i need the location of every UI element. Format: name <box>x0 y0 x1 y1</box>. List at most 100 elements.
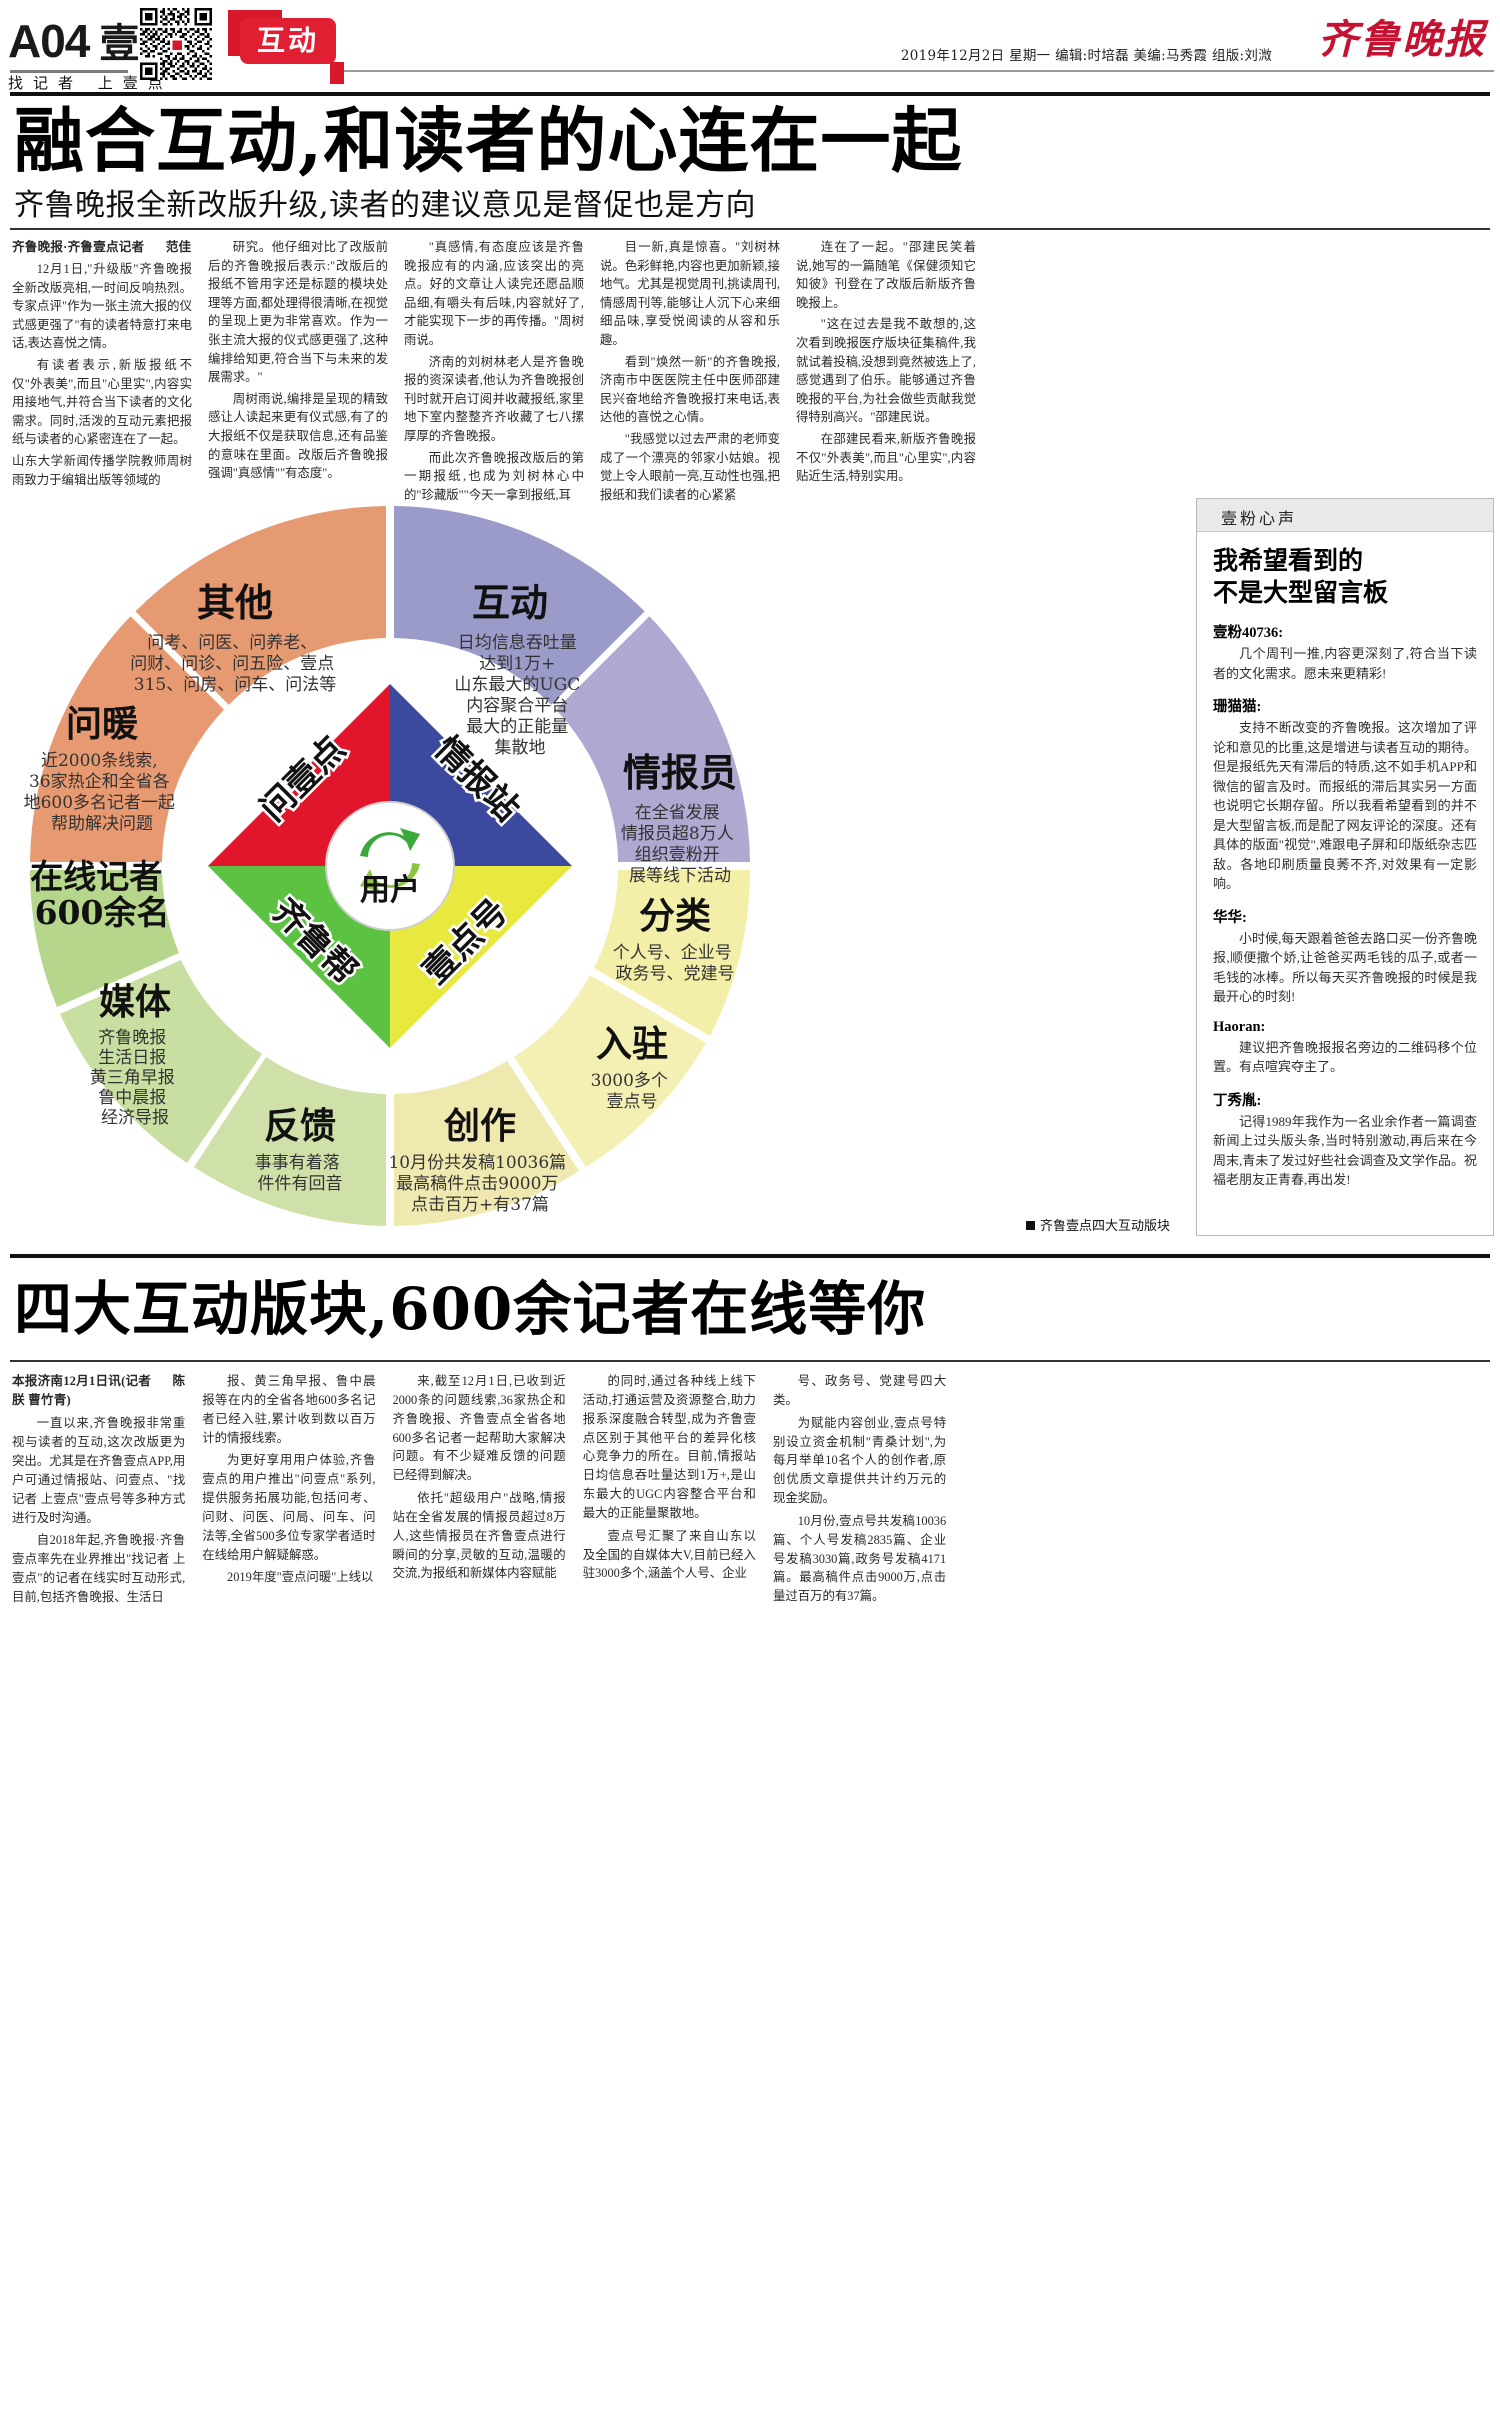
infographic-svg: 问壹点 情报站 壹点号 齐鲁帮 用户 其他 <box>24 506 751 1226</box>
page-title: 融合互动,和读者的心连在一起 <box>14 99 963 182</box>
ring-label-反馈: 反馈 <box>264 1105 336 1147</box>
paragraph: 壹点号汇聚了来自山东以及全国的自媒体大V,目前已经入驻3000多个,涵盖个人号、… <box>582 1528 756 1581</box>
paragraph: 目一新,真是惊喜。"刘树林说。色彩鲜艳,内容也更加新颖,接地气。尤其是视觉周刊,… <box>600 240 780 348</box>
segment-其他[interactable] <box>135 506 386 705</box>
byline-source: 本报济南12月1日讯(记者 <box>12 1374 152 1388</box>
paragraph: "我感觉以过去严肃的老师变成了一个漂亮的邻家小姑娘。视觉上令人眼前一亮,互动性也… <box>600 432 780 502</box>
paragraph: 依托"超级用户"战略,情报站在全省发展的情报员超过8万人,这些情报员在齐鲁壹点进… <box>392 1491 566 1581</box>
paragraph: 连在了一起。"邵建民笑着说,她写的一篇随笔《保健须知它知彼》刊登在了改版后新版齐… <box>796 240 976 310</box>
ring-sub-入驻: 3000多个 壹点号 <box>591 1071 674 1112</box>
segment-媒体[interactable] <box>60 960 262 1163</box>
paragraph: 12月1日,"升级版"齐鲁晚报全新改版亮相,一时间反响热烈。专家点评"作为一张主… <box>12 261 192 351</box>
reader-name: 壹粉40736: <box>1213 625 1284 641</box>
sidebar-title-line1: 我希望看到的 <box>1213 546 1364 575</box>
paragraph: 周树雨说,编排是呈现的精致感让人读起来更有仪式感,有了的大报纸不仅是获取信息,还… <box>208 391 388 481</box>
segment-情报员[interactable] <box>556 616 750 862</box>
ring-sub-创作: 10月份共发稿10036篇 最高稿件点击9000万 点击百万+有37篇 <box>388 1153 571 1215</box>
paragraph: 10月份,壹点号共发稿10036篇、个人号发稿2835篇、企业号发稿3030篇,… <box>772 1513 947 1604</box>
article-column: 连在了一起。"邵建民笑着说,她写的一篇随笔《保健须知它知彼》刊登在了改版后新版齐… <box>796 238 976 483</box>
masthead-underline <box>10 70 128 73</box>
sidebar-body: 我希望看到的 不是大型留言板 壹粉40736: 几个周刊一推,内容更深刻了,符合… <box>1197 531 1493 1235</box>
segment-反馈[interactable] <box>194 1057 386 1226</box>
ring-label-创作: 创作 <box>444 1105 516 1147</box>
paragraph: 为赋能内容创业,壹点号特别设立资金机制"青桑计划",为每月举单10名个人的创作者… <box>772 1415 947 1506</box>
center-label: 用户 <box>360 873 420 908</box>
paragraph: 研究。他仔细对比了改版前后的齐鲁晚报后表示:"改版后的报纸不管用字还是标题的模块… <box>208 240 388 385</box>
ring-sub-问暖: 近2000条线索, 36家热企和全省各 地600多名记者一起 帮助解决问题 <box>24 751 181 834</box>
reader-name: 珊猫猫: <box>1213 699 1262 715</box>
bottom-rule <box>10 1254 1490 1258</box>
section-tag-label: 互动 <box>256 24 319 57</box>
ring-sub-其他: 问考、问医、问养老、 问财、问诊、问五险、壹点 315、问房、问车、问法等 <box>130 633 339 695</box>
article-column: "真感情,有态度应该是齐鲁晚报应有的内涵,应该突出的亮点。好的文章让人读完还愿品… <box>404 238 584 502</box>
ring-label-情报员: 情报员 <box>623 750 737 795</box>
segment-问暖[interactable] <box>30 616 224 862</box>
ring-label-入驻: 入驻 <box>596 1023 668 1065</box>
newspaper-logo: 齐鲁晚报 <box>1318 16 1486 63</box>
qr-code-icon[interactable] <box>140 8 212 80</box>
paragraph: 在邵建民看来,新版齐鲁晚报不仅"外表美",而且"心里实",内容贴近生活,特别实用… <box>796 432 976 484</box>
reader-text: 记得1989年我作为一名业余作者一篇调查新闻上过头版头条,当时特别激动,再后来在… <box>1213 1113 1477 1188</box>
ring-sub-反馈: 事事有着落 件件有回音 <box>255 1153 345 1194</box>
reader-text: 支持不断改变的齐鲁晚报。这次增加了评论和意见的比重,这是增进与读者互动的期待。但… <box>1213 720 1477 891</box>
paragraph: 来,截至12月1日,已收到近2000条的问题线索,36家热企和齐鲁晚报、齐鲁壹点… <box>392 1374 566 1483</box>
reader-comment: 华华: 小时候,每天跟着爸爸去路口买一份齐鲁晚报,顺便撒个娇,让爸爸买两毛钱的瓜… <box>1213 906 1477 1007</box>
infographic: 问壹点 情报站 壹点号 齐鲁帮 用户 其他 <box>10 492 1180 1240</box>
paragraph: 2019年度"壹点问暖"上线以 <box>227 1570 374 1585</box>
masthead-meta: 2019年12月2日 星期一 编辑:时培磊 美编:马秀霞 组版:刘溦 <box>900 48 1272 64</box>
segment-创作[interactable] <box>394 1061 579 1226</box>
ring-label-互动: 互动 <box>472 580 548 625</box>
sidebar-tab[interactable]: 壹粉心声 <box>1197 499 1493 532</box>
segment-分类[interactable] <box>594 870 751 1036</box>
reader-comment: 珊猫猫: 支持不断改变的齐鲁晚报。这次增加了评论和意见的比重,这是增进与读者互动… <box>1213 695 1477 894</box>
infographic-caption: 齐鲁壹点四大互动版块 <box>1025 1215 1170 1234</box>
byline-source: 齐鲁晚报·齐鲁壹点记者 <box>12 240 145 254</box>
paragraph: 济南的刘树林老人是齐鲁晚报的资深读者,他认为齐鲁晚报创刊时就开启订阅并收藏报纸,… <box>404 354 584 444</box>
ring-label-其他: 其他 <box>197 580 273 625</box>
segment-入驻[interactable] <box>514 975 706 1167</box>
sidebar-tab-label: 壹粉心声 <box>1221 509 1298 528</box>
segment-在线记者[interactable] <box>29 870 179 1007</box>
masthead-rule <box>344 70 1494 72</box>
article-column: 齐鲁晚报·齐鲁壹点记者 范佳 12月1日,"升级版"齐鲁晚报全新改版亮相,一时间… <box>12 238 192 487</box>
ring-label-分类: 分类 <box>639 895 711 937</box>
headline-block: 融合互动,和读者的心连在一起 齐鲁晚报全新改版升级,读者的建议意见是督促也是方向 <box>14 104 1484 224</box>
ring-label-在线记者: 在线记者 600余名 <box>30 857 174 932</box>
article-column: 来,截至12月1日,已收到近2000条的问题线索,36家热企和齐鲁晚报、齐鲁壹点… <box>392 1372 565 2402</box>
article-column <box>1324 1372 1488 2402</box>
reader-text: 建议把齐鲁晚报报名旁边的二维码移个位置。有点喧宾夺主了。 <box>1213 1039 1477 1075</box>
article-column: 本报济南12月1日讯(记者 陈朕 曹竹青) 一直以来,齐鲁晚报非常重视与读者的互… <box>12 1372 185 2402</box>
segment-互动[interactable] <box>394 506 645 705</box>
article-column: 报、黄三角早报、鲁中晨报等在内的全省各地600多名记者已经入驻,累计收到数以百万… <box>202 1372 375 2402</box>
top-rule <box>10 92 1490 96</box>
paragraph: 而此次齐鲁晚报改版后的第一期报纸,也成为刘树林心中的"珍藏版""今天一拿到报纸,… <box>404 450 584 502</box>
headline-rule <box>10 228 1490 230</box>
sidebar-title-line2: 不是大型留言板 <box>1213 578 1389 607</box>
ring-label-媒体: 媒体 <box>99 981 171 1023</box>
reader-comment: Haoran: 建议把齐鲁晚报报名旁边的二维码移个位置。有点喧宾夺主了。 <box>1213 1019 1477 1077</box>
article-column <box>1144 1372 1308 2402</box>
ring-sub-情报员: 在全省发展 情报员超8万人 组织壹粉开 展等线下活动 <box>621 803 739 886</box>
reader-comment: 壹粉40736: 几个周刊一推,内容更深刻了,符合当下读者的文化需求。愿未来更精… <box>1213 621 1477 683</box>
article-column: 研究。他仔细对比了改版前后的齐鲁晚报后表示:"改版后的报纸不管用字还是标题的模块… <box>208 238 388 480</box>
top-article-columns: 齐鲁晚报·齐鲁壹点记者 范佳 12月1日,"升级版"齐鲁晚报全新改版亮相,一时间… <box>12 238 1182 502</box>
recycle-arrows-icon <box>360 828 420 892</box>
article-byline: 齐鲁晚报·齐鲁壹点记者 范佳 <box>12 238 192 257</box>
byline-reporter: 范佳 <box>165 240 192 254</box>
article-column <box>963 1372 1127 2402</box>
paragraph: "这在过去是我不敢想的,这次看到晚报医疗版块征集稿件,我就试着投稿,没想到竟然被… <box>796 317 976 425</box>
red-corner-left <box>228 10 242 56</box>
reader-name: 丁秀胤: <box>1213 1092 1262 1109</box>
section-tag-badge: 互动 <box>240 18 336 64</box>
ring-sub-分类: 个人号、企业号 政务号、党建号 <box>613 943 737 984</box>
ring-sub-媒体: 齐鲁晚报 生活日报 黄三角早报 鲁中晨报 经济导报 <box>90 1028 180 1128</box>
bottom-headline-rule <box>10 1360 1490 1362</box>
masthead-slogan: 找记者 上壹点 <box>8 74 173 92</box>
paragraph: "真感情,有态度应该是齐鲁晚报应有的内涵,应该突出的亮点。好的文章让人读完还愿品… <box>404 240 584 348</box>
paragraph: 号、政务号、党建号四大类。 <box>772 1374 947 1407</box>
masthead: A04 壹读 找记者 上壹点 <box>0 0 1500 92</box>
article-byline: 本报济南12月1日讯(记者 陈朕 曹竹青) <box>12 1372 185 1410</box>
caption-bullet-icon <box>1025 1221 1035 1230</box>
paragraph: 的同时,通过各种线上线下活动,打通运营及资源整合,助力报系深度融合转型,成为齐鲁… <box>582 1374 756 1520</box>
